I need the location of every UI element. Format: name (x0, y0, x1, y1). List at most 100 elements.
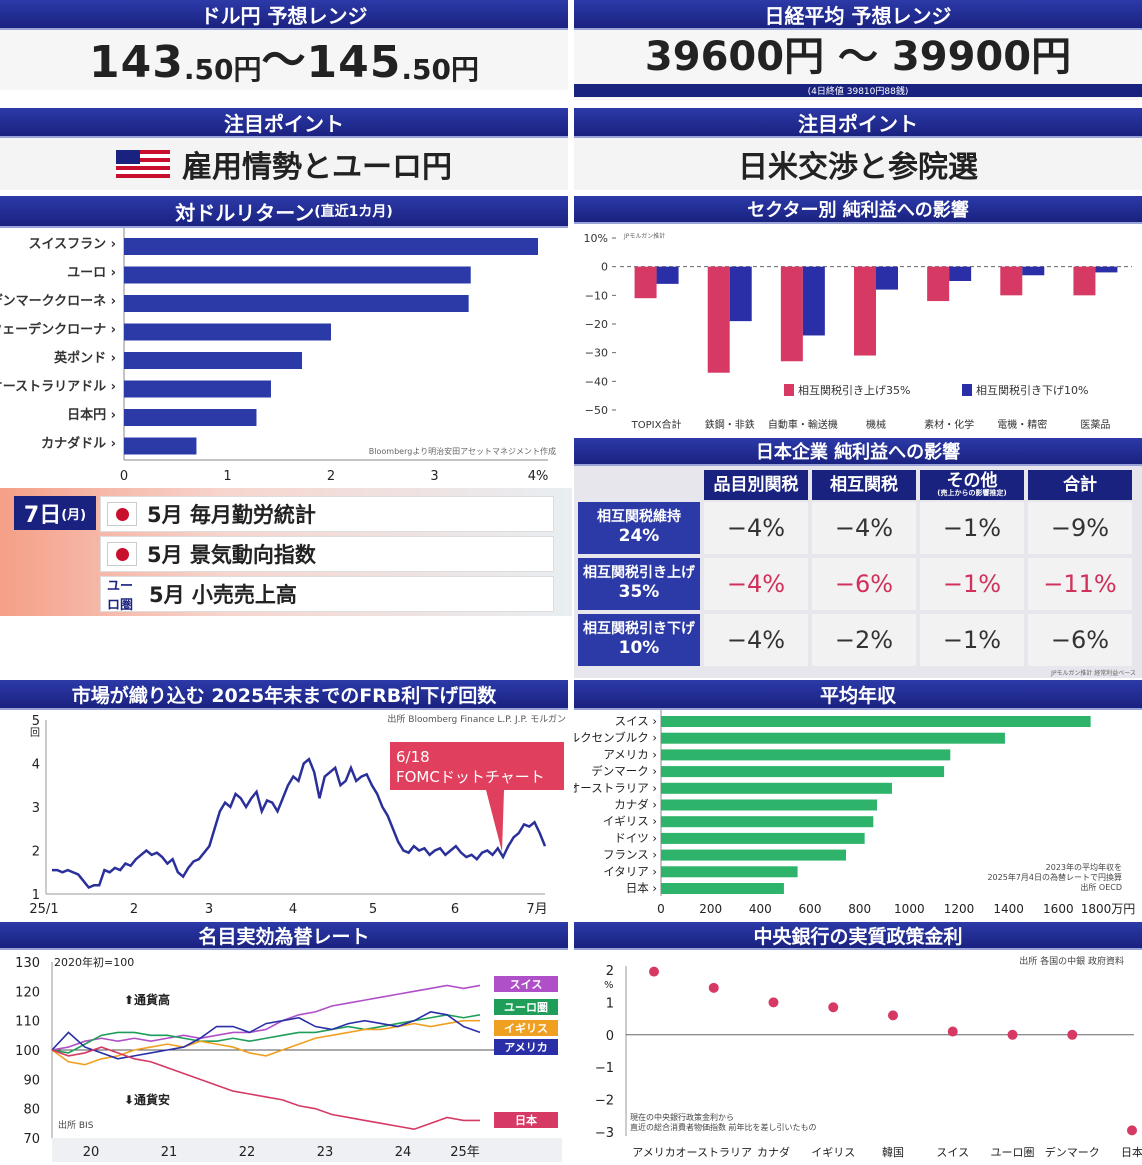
income-xtick: 600 (799, 902, 822, 916)
usdjpy-range: 143.50円 ～ 145.50円 (0, 30, 568, 88)
nikkei-header: 日経平均 予想レンジ (574, 0, 1142, 30)
sector-header: セクター別 純利益への影響 (574, 196, 1142, 224)
income-cat-label: イギリス › (603, 814, 657, 828)
sector-bar (876, 266, 898, 290)
impact-col-header: 相互関税 (812, 470, 916, 500)
neer-source: 出所 BIS (58, 1119, 94, 1131)
sector-ytick: −10 (585, 289, 608, 302)
returns-cat-label: ユーロ › (67, 266, 116, 281)
returns-cat-label: 英ポンド › (53, 350, 116, 366)
sector-bar (802, 266, 825, 336)
neer-xtick: 22 (239, 1145, 256, 1160)
sector-legend-label: 相互関税引き下げ10% (976, 383, 1088, 397)
neer-series-tag (494, 999, 558, 1015)
income-xtick: 1000 (894, 902, 925, 916)
neer-series-label: スイス (510, 978, 543, 991)
sector-bar (634, 266, 657, 299)
impact-cell: −9% (1028, 502, 1132, 554)
income-cat-label: フランス › (603, 848, 657, 862)
eu-mark: ユーロ圏 (107, 579, 134, 613)
neer-series-label: ユーロ圏 (504, 1001, 548, 1014)
neer-line (51, 1013, 481, 1054)
impact-cell: −4% (812, 502, 916, 554)
neer-xaxis-band (52, 1138, 562, 1162)
income-chart: スイス › ルクセンブルク › アメリカ › デンマーク › オーストラリア › カナダ … (574, 710, 1135, 916)
calendar-event: 5月 景気動向指数 (100, 536, 554, 572)
sector-bar (780, 266, 803, 362)
income-cat-label: 日本 › (626, 881, 657, 895)
usdjpy-range-panel: 143.50円 ～ 145.50円 (0, 30, 568, 90)
frb-yunit: 回 (30, 727, 40, 739)
neer-series-tag (494, 976, 558, 992)
realrate-point (768, 997, 779, 1008)
returns-subtitle: (直近1カ月) (314, 204, 393, 220)
realrate-ytick: 1 (606, 996, 614, 1011)
realrate-note: 直近の総合消費者物価指数 前年比を差し引いたもの (630, 1122, 817, 1132)
focus-right: 日米交渉と参院選 (574, 138, 1142, 190)
neer-header: 名目実効為替レート (0, 922, 568, 950)
income-cat-label: カナダ › (614, 798, 657, 812)
returns-title: 対ドルリターン (175, 200, 315, 225)
sector-bar (1000, 266, 1023, 296)
realrate-cat-label: アメリカ (632, 1146, 675, 1159)
neer-down-label: ⬇通貨安 (124, 1092, 170, 1107)
income-xtick: 1200 (944, 902, 975, 916)
neer-series-label: イギリス (504, 1021, 548, 1035)
frb-line (52, 757, 547, 889)
income-note: 2023年の平均年収を (1046, 862, 1122, 872)
jp-flag-icon (107, 542, 137, 566)
sector-bar (656, 266, 679, 284)
sector-ytick: −20 (585, 318, 608, 331)
neer-xtick: 25年 (450, 1145, 480, 1160)
realrate-cat-label: オーストラリア (676, 1146, 752, 1159)
returns-xtick: 4% (528, 469, 549, 484)
frb-xtick: 4 (289, 902, 297, 917)
neer-chart: 130 120 110 100 90 80 70 20 21 22 23 24 25年 スイスユーロ圏イギ… (15, 955, 562, 1162)
usdjpy-low-int: 143 (89, 37, 184, 88)
nikkei-range-panel: 39600円 ～ 39900円 (4日終値 39810円88銭) (574, 30, 1142, 100)
sector-bar (854, 266, 876, 356)
frb-ytick: 1 (32, 888, 40, 903)
returns-cat-label: カナダドル › (41, 436, 116, 452)
neer-xtick: 20 (83, 1145, 100, 1160)
impact-cell: −6% (812, 558, 916, 610)
realrate-cat-label: カナダ (757, 1145, 790, 1159)
returns-cat-label: デンマーククローネ › (0, 293, 116, 309)
usdjpy-sep: ～ (261, 35, 307, 86)
usdjpy-high-dec: .50円 (401, 53, 479, 86)
returns-bar (124, 409, 257, 426)
realrate-ytick: 2 (606, 964, 614, 979)
usdjpy-high-int: 145 (306, 37, 402, 88)
income-cat-label: デンマーク › (591, 764, 657, 778)
returns-bar (124, 352, 303, 369)
sector-ytick: −40 (585, 375, 608, 388)
sector-cat-label: 医薬品 (1080, 419, 1110, 431)
sector-ytick: 10% (584, 232, 608, 245)
neer-series-label: 日本 (515, 1113, 537, 1127)
income-bar (661, 782, 892, 794)
income-bar (661, 799, 878, 811)
frb-xtick: 3 (205, 902, 213, 917)
frb-xtick: 2 (130, 902, 138, 917)
neer-ytick: 100 (15, 1044, 40, 1059)
realrate-point (828, 1002, 839, 1013)
income-xtick: 0 (657, 902, 665, 916)
returns-xtick: 2 (327, 469, 335, 484)
impact-row-header: 相互関税引き上げ 35% (578, 558, 700, 610)
impact-col-header: 合計 (1028, 470, 1132, 500)
frb-callout-text: FOMCドットチャート (396, 768, 545, 786)
frb-callout-box (390, 742, 564, 790)
neer-line (51, 1019, 480, 1066)
frb-ytick: 3 (32, 801, 40, 816)
calendar-event-text: 5月 毎月勤労統計 (147, 503, 316, 527)
sector-ytick: −50 (585, 404, 608, 417)
returns-cat-label: オーストラリアドル › (0, 380, 116, 395)
impact-cell: −4% (704, 614, 808, 666)
returns-xtick: 0 (120, 469, 128, 484)
calendar-date: 7日 (月) (14, 496, 96, 530)
realrate-point (1127, 1125, 1137, 1136)
neer-line (51, 984, 481, 1051)
neer-ytick: 110 (15, 1015, 40, 1030)
calendar-weekday: (月) (61, 507, 87, 523)
neer-series-label: アメリカ (504, 1041, 547, 1054)
